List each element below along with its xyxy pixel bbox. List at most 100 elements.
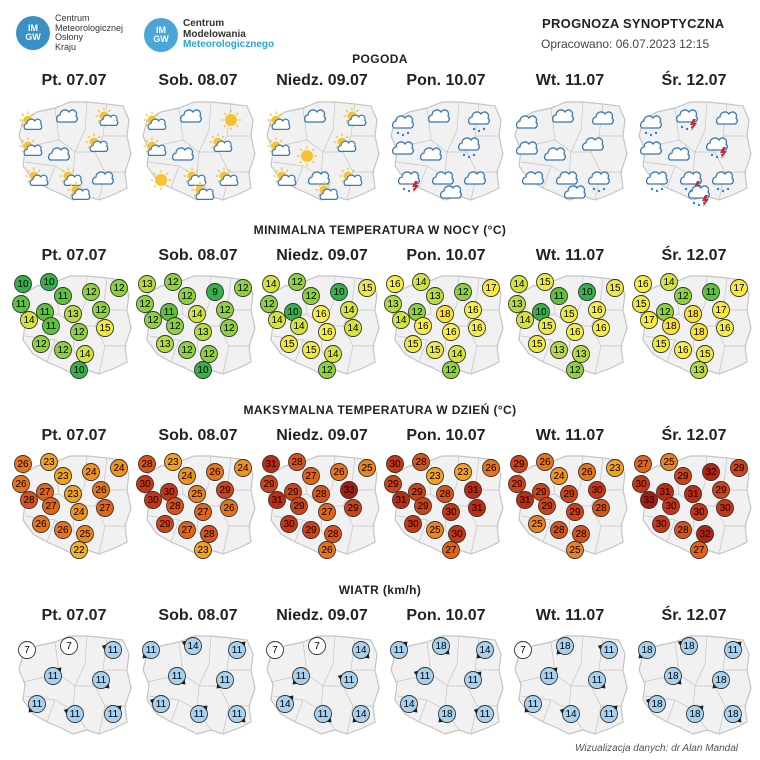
- wind-bubble: 7: [514, 641, 532, 659]
- max-temp-bubble-value: 27: [693, 545, 705, 556]
- min-temp-bubble-value: 12: [147, 315, 159, 326]
- min-temp-bubble: 13: [64, 305, 82, 323]
- wind-bubble: 11: [149, 695, 170, 713]
- max-temp-bubble-value: 27: [445, 545, 457, 556]
- min-temp-bubble: 16: [634, 275, 652, 293]
- max-temp-bubble-value: 28: [439, 489, 451, 500]
- wind-direction-arrow: [736, 641, 742, 647]
- wind-direction-arrow: [104, 683, 110, 689]
- max-temp-bubble-value: 30: [445, 507, 457, 518]
- wind-bubble: 7: [18, 641, 36, 659]
- max-temp-bubble: 26: [32, 515, 50, 533]
- min-temp-bubble: 12: [164, 273, 182, 291]
- max-temp-bubble: 30: [632, 475, 650, 493]
- max-temp-bubble-value: 30: [147, 495, 159, 506]
- max-temp-bubble: 25: [188, 485, 206, 503]
- min-temp-bubble-value: 10: [287, 307, 299, 318]
- day-label: Wt. 11.07: [535, 607, 605, 624]
- min-temp-bubble-value: 12: [73, 327, 85, 338]
- wind-bubble: 11: [337, 671, 358, 689]
- wind-direction-arrow: [552, 667, 558, 673]
- day-label: Niedz. 09.07: [276, 607, 368, 624]
- max-temp-bubble-value: 25: [191, 489, 203, 500]
- min-temp-bubble: 15: [696, 345, 714, 363]
- max-temp-bubble: 30: [448, 525, 466, 543]
- section-weather: POGODA: [352, 52, 408, 66]
- wind-bubble: 11: [724, 641, 742, 659]
- min-temp-bubble: 12: [200, 345, 218, 363]
- max-temp-bubble: 29: [560, 485, 578, 503]
- max-temp-bubble-value: 28: [169, 501, 181, 512]
- rain-icon: [391, 115, 414, 137]
- max-temp-bubble-value: 29: [287, 487, 299, 498]
- max-temp-bubble-value: 30: [693, 507, 705, 518]
- max-temp-bubble-value: 26: [333, 467, 345, 478]
- min-temp-bubble-value: 10: [43, 277, 55, 288]
- min-temp-bubble-value: 13: [575, 349, 587, 360]
- min-temp-bubble-value: 16: [315, 309, 327, 320]
- poland-map: [390, 635, 504, 735]
- min-temp-bubble-value: 13: [429, 291, 441, 302]
- min-temp-bubble-value: 13: [197, 327, 209, 338]
- min-temp-bubble: 15: [606, 279, 624, 297]
- day-label: Niedz. 09.07: [276, 247, 368, 264]
- max-temp-bubble-value: 32: [705, 467, 717, 478]
- min-temp-bubble: 9: [206, 283, 224, 301]
- min-temp-bubble: 12: [82, 283, 100, 301]
- max-temp-bubble-value: 29: [563, 489, 575, 500]
- min-temp-bubble-value: 14: [191, 309, 203, 320]
- day-label: Sob. 08.07: [158, 427, 238, 444]
- wind-bubble: 11: [540, 667, 558, 685]
- day-label: Wt. 11.07: [535, 247, 605, 264]
- max-temp-bubble: 29: [674, 467, 692, 485]
- wind-bubble: 18: [645, 695, 666, 713]
- max-temp-bubble: 28: [324, 525, 342, 543]
- min-temp-bubble-value: 14: [415, 277, 427, 288]
- min-temp-bubble: 15: [358, 279, 376, 297]
- page-title: PROGNOZA SYNOPTYCZNA: [542, 16, 725, 31]
- min-temp-bubble: 16: [592, 319, 610, 337]
- max-temp-bubble: 30: [404, 515, 422, 533]
- min-temp-bubble: 12: [216, 301, 234, 319]
- max-temp-bubble-value: 23: [609, 463, 621, 474]
- max-temp-bubble-value: 26: [223, 503, 235, 514]
- min-temp-bubble-value: 9: [212, 287, 218, 298]
- min-temp-bubble-value: 11: [46, 321, 57, 332]
- max-temp-bubble-value: 26: [209, 467, 221, 478]
- max-temp-bubble-value: 27: [181, 525, 193, 536]
- max-temp-bubble-value: 26: [17, 459, 29, 470]
- min-temp-bubble-value: 14: [23, 315, 35, 326]
- wind-bubble-value: 7: [66, 641, 72, 652]
- wind-direction-arrow: [600, 683, 606, 689]
- max-temp-bubble: 29: [712, 481, 730, 499]
- max-temp-bubble: 28: [550, 521, 568, 539]
- max-temp-bubble-value: 30: [283, 519, 295, 530]
- wind-bubble-value: 18: [727, 709, 739, 720]
- max-temp-bubble-value: 23: [457, 467, 469, 478]
- max-temp-bubble: 32: [702, 463, 720, 481]
- min-temp-bubble-value: 16: [467, 305, 479, 316]
- cloud-icon: [667, 147, 690, 161]
- cloud-rain-icon: [711, 171, 734, 193]
- max-temp-bubble: 28: [288, 453, 306, 471]
- max-temp-bubble: 26: [578, 463, 596, 481]
- imgw-cmm-logo: IM GW Centrum Modelowania Meteorologiczne…: [144, 18, 274, 52]
- cloud-icon: [715, 111, 738, 125]
- wind-bubble-value: 18: [435, 641, 447, 652]
- max-temp-bubble-value: 30: [719, 503, 731, 514]
- min-temp-bubble: 13: [138, 275, 156, 293]
- wind-direction-arrow: [149, 698, 155, 705]
- partly-cloudy-icon: [339, 167, 363, 186]
- wind-bubble-value: 11: [232, 645, 243, 656]
- day-label: Śr. 12.07: [661, 72, 727, 89]
- min-temp-bubble-value: 13: [553, 345, 565, 356]
- partly-cloudy-icon: [215, 167, 239, 186]
- min-temp-bubble: 16: [312, 305, 330, 323]
- max-temp-bubble: 30: [386, 455, 404, 473]
- max-temp-bubble-value: 27: [305, 471, 317, 482]
- storm-icon: [687, 185, 710, 207]
- cloud-icon: [555, 171, 578, 185]
- min-temp-bubble: 11: [12, 295, 30, 313]
- cloud-icon: [639, 141, 662, 155]
- credit: Wizualizacja danych: dr Alan Mandal: [575, 743, 738, 754]
